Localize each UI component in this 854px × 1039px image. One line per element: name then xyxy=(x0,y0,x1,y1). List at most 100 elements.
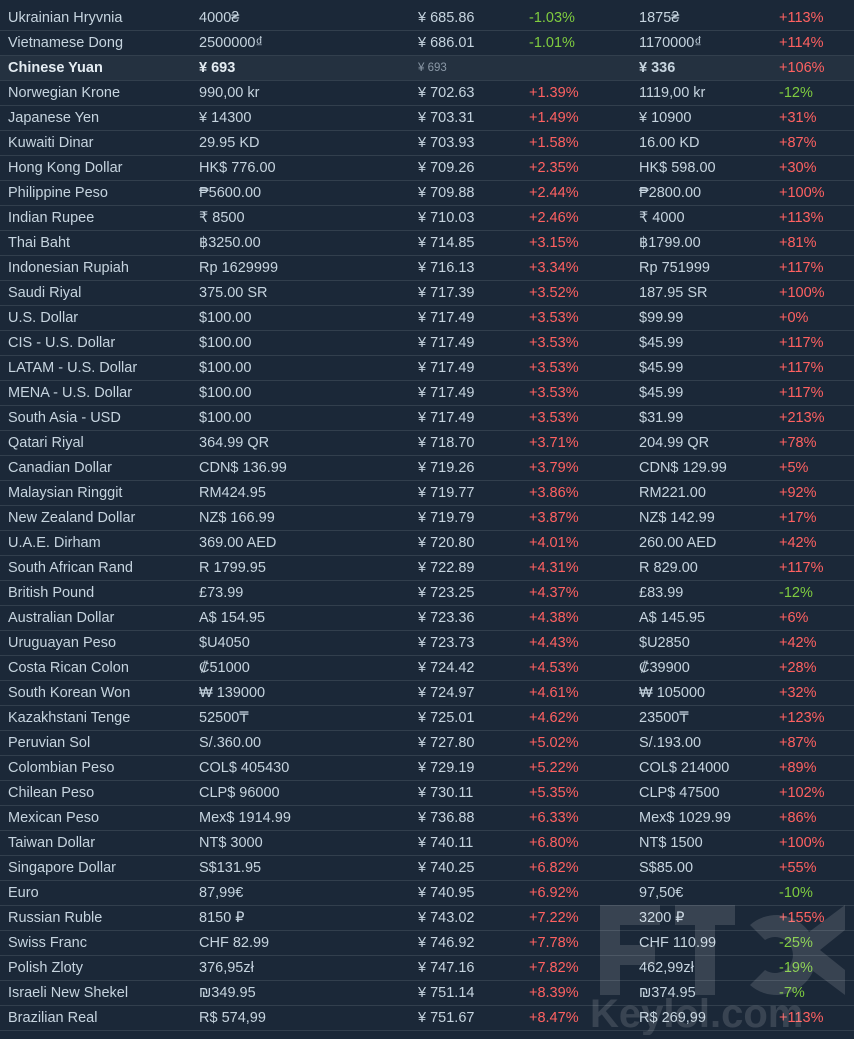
table-row: Kuwaiti Dinar 29.95 KD ¥ 703.93 +1.58% 16.00… xyxy=(0,131,854,156)
currency-name: Russian Ruble xyxy=(8,910,103,926)
table-row: Costa Rican Colon ₡51000 ¥ 724.42 +4.53% ₡39… xyxy=(0,656,854,681)
discount-difference: +0% xyxy=(779,310,809,326)
currency-name: Costa Rican Colon xyxy=(8,660,129,676)
discount-price: 1119,00 kr xyxy=(639,85,706,101)
cny-equivalent: ¥ 740.25 xyxy=(418,860,475,876)
discount-price: $99.99 xyxy=(639,310,684,326)
discount-difference: -25% xyxy=(779,935,813,951)
discount-price: ¥ 10900 xyxy=(639,110,692,126)
table-row: CIS - U.S. Dollar $100.00 ¥ 717.49 +3.53% $4… xyxy=(0,331,854,356)
local-price: ₪349.95 xyxy=(199,985,256,1001)
cny-difference: +3.53% xyxy=(529,360,579,376)
local-price: CDN$ 136.99 xyxy=(199,460,287,476)
cny-equivalent: ¥ 709.26 xyxy=(418,160,475,176)
discount-price: S/.193.00 xyxy=(639,735,702,751)
cny-equivalent: ¥ 729.19 xyxy=(418,760,475,776)
cny-equivalent: ¥ 717.49 xyxy=(418,410,475,426)
table-row: Indian Rupee ₹ 8500 ¥ 710.03 +2.46% ₹ 4000 +1… xyxy=(0,206,854,231)
cny-difference: +2.35% xyxy=(529,160,579,176)
table-row: Singapore Dollar S$131.95 ¥ 740.25 +6.82% S$… xyxy=(0,856,854,881)
discount-price: CLP$ 47500 xyxy=(639,785,720,801)
local-price: RM424.95 xyxy=(199,485,266,501)
currency-name: South Korean Won xyxy=(8,685,131,701)
local-price: 369.00 AED xyxy=(199,535,277,551)
cny-difference: +3.53% xyxy=(529,310,579,326)
cny-difference: +4.38% xyxy=(529,610,579,626)
cny-difference: +1.49% xyxy=(529,110,579,126)
cny-difference: +6.92% xyxy=(529,885,579,901)
currency-name: U.A.E. Dirham xyxy=(8,535,101,551)
local-price: NT$ 3000 xyxy=(199,835,263,851)
discount-difference: -12% xyxy=(779,585,813,601)
local-price: ₡51000 xyxy=(199,660,250,676)
local-price: 376,95zł xyxy=(199,960,254,976)
discount-difference: +17% xyxy=(779,510,817,526)
cny-difference: +3.15% xyxy=(529,235,579,251)
table-row: Colombian Peso COL$ 405430 ¥ 729.19 +5.22% C… xyxy=(0,756,854,781)
currency-name: Swiss Franc xyxy=(8,935,87,951)
discount-price: CHF 110.99 xyxy=(639,935,717,951)
table-row: South Korean Won ₩ 139000 ¥ 724.97 +4.61% ₩ … xyxy=(0,681,854,706)
currency-name: New Zealand Dollar xyxy=(8,510,136,526)
cny-equivalent: ¥ 751.14 xyxy=(418,985,475,1001)
table-row: Russian Ruble 8150 ₽ ¥ 743.02 +7.22% 3200 ₽ +… xyxy=(0,906,854,931)
currency-name: Indonesian Rupiah xyxy=(8,260,129,276)
discount-difference: +42% xyxy=(779,635,817,651)
currency-name: Canadian Dollar xyxy=(8,460,112,476)
cny-difference: +4.37% xyxy=(529,585,579,601)
local-price: 364.99 QR xyxy=(199,435,270,451)
discount-difference: +89% xyxy=(779,760,817,776)
currency-name: Taiwan Dollar xyxy=(8,835,96,851)
currency-name: Norwegian Krone xyxy=(8,85,121,101)
currency-name: Ukrainian Hryvnia xyxy=(8,10,123,26)
discount-difference: +155% xyxy=(779,910,825,926)
local-price: ฿3250.00 xyxy=(199,235,261,251)
currency-name: Euro xyxy=(8,885,39,901)
currency-name: Qatari Riyal xyxy=(8,435,84,451)
local-price: ₩ 139000 xyxy=(199,685,266,701)
cny-difference: +3.34% xyxy=(529,260,579,276)
cny-equivalent: ¥ 740.11 xyxy=(418,835,474,851)
cny-difference: +4.43% xyxy=(529,635,579,651)
cny-equivalent: ¥ 747.16 xyxy=(418,960,475,976)
discount-difference: +113% xyxy=(779,1010,824,1026)
discount-price: Rp 751999 xyxy=(639,260,710,276)
cny-equivalent: ¥ 709.88 xyxy=(418,185,475,201)
local-price: 52500₸ xyxy=(199,710,249,726)
cny-difference: +3.53% xyxy=(529,335,579,351)
discount-price: Mex$ 1029.99 xyxy=(639,810,731,826)
local-price: CLP$ 96000 xyxy=(199,785,280,801)
cny-equivalent: ¥ 716.13 xyxy=(418,260,475,276)
currency-name: Polish Zloty xyxy=(8,960,83,976)
table-row: Australian Dollar A$ 154.95 ¥ 723.36 +4.38%… xyxy=(0,606,854,631)
cny-difference: +4.53% xyxy=(529,660,579,676)
currency-name: Chinese Yuan xyxy=(8,60,103,76)
table-row: Qatari Riyal 364.99 QR ¥ 718.70 +3.71% 204.9… xyxy=(0,431,854,456)
currency-name: South African Rand xyxy=(8,560,133,576)
discount-price: ¥ 336 xyxy=(639,60,676,76)
local-price: S$131.95 xyxy=(199,860,262,876)
cny-equivalent: ¥ 743.02 xyxy=(418,910,475,926)
currency-name: Thai Baht xyxy=(8,235,71,251)
discount-price: NT$ 1500 xyxy=(639,835,703,851)
table-row: Brazilian Real R$ 574,99 ¥ 751.67 +8.47% R$ … xyxy=(0,1006,854,1031)
cny-difference: +1.39% xyxy=(529,85,579,101)
cny-difference: +5.35% xyxy=(529,785,579,801)
cny-difference: +7.82% xyxy=(529,960,579,976)
discount-difference: +117% xyxy=(779,335,824,351)
cny-equivalent: ¥ 722.89 xyxy=(418,560,475,576)
cny-difference: +3.87% xyxy=(529,510,579,526)
currency-name: South Asia - USD xyxy=(8,410,121,426)
cny-equivalent: ¥ 702.63 xyxy=(418,85,475,101)
local-price: 2500000₫ xyxy=(199,35,263,51)
currency-name: Israeli New Shekel xyxy=(8,985,129,1001)
discount-difference: +28% xyxy=(779,660,817,676)
discount-difference: +113% xyxy=(779,210,824,226)
cny-difference: +5.02% xyxy=(529,735,579,751)
currency-name: U.S. Dollar xyxy=(8,310,79,326)
table-row: Malaysian Ringgit RM424.95 ¥ 719.77 +3.86% R… xyxy=(0,481,854,506)
table-row: Norwegian Krone 990,00 kr ¥ 702.63 +1.39% 11… xyxy=(0,81,854,106)
local-price: A$ 154.95 xyxy=(199,610,266,626)
local-price: CHF 82.99 xyxy=(199,935,270,951)
currency-name: British Pound xyxy=(8,585,95,601)
